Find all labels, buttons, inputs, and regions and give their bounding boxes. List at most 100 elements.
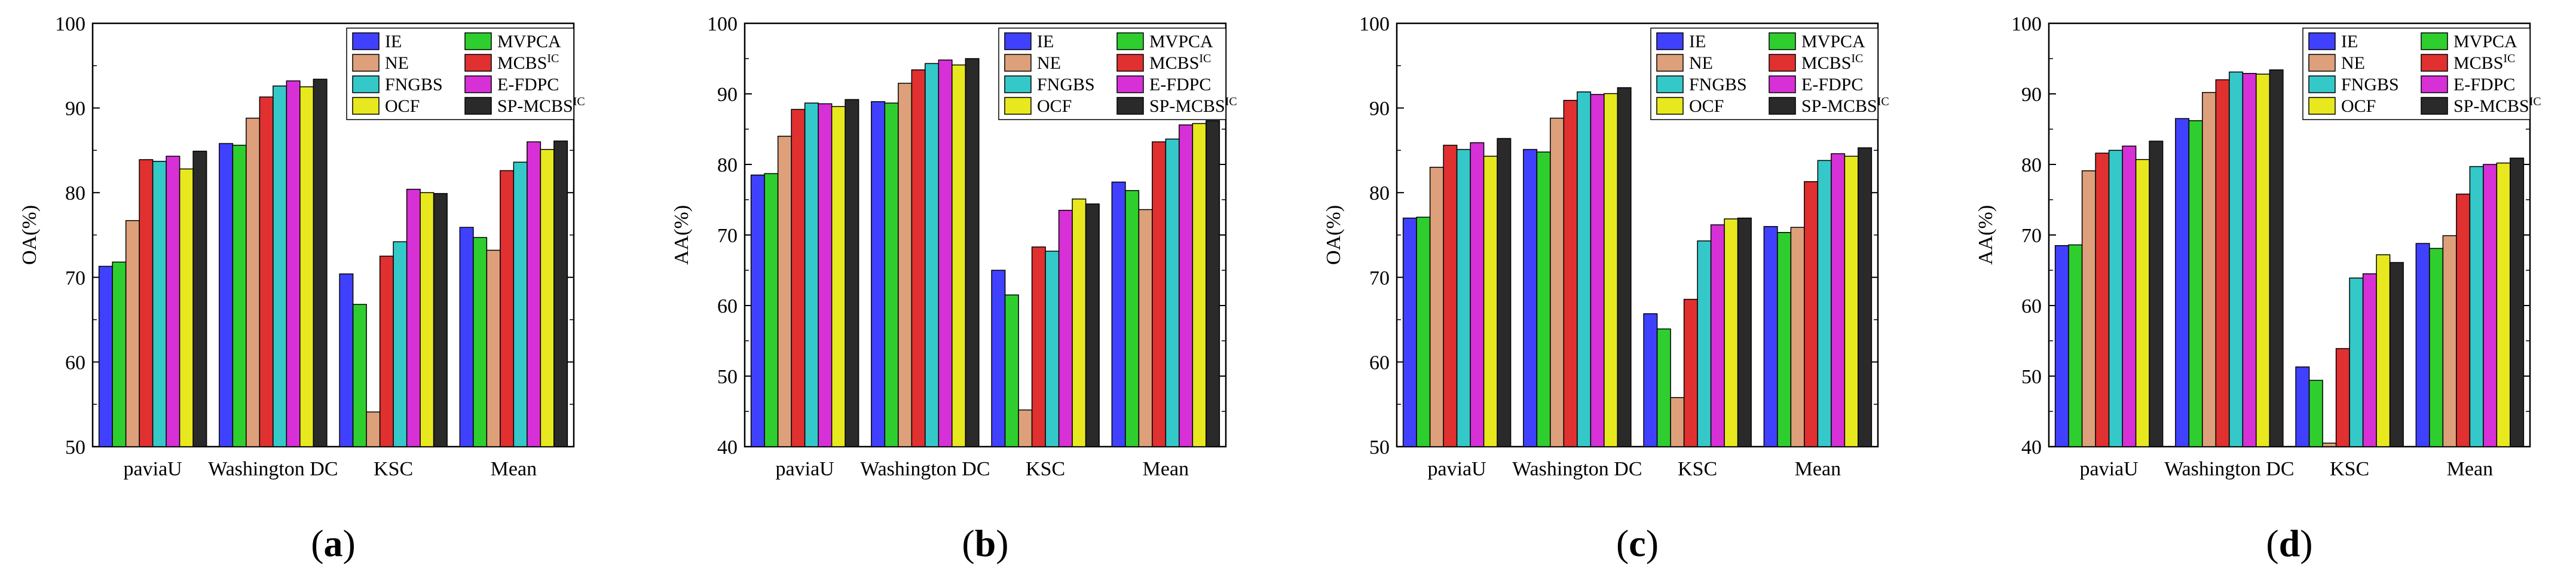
y-tick-label: 90 — [65, 98, 85, 120]
bar-mvpca-paviau — [764, 173, 779, 447]
y-tick-label: 50 — [1369, 436, 1390, 459]
legend-label-superscript: IC — [1851, 52, 1863, 65]
bar-ne-washington-dc — [898, 83, 913, 447]
y-tick-label: 60 — [2021, 295, 2042, 317]
y-tick-label: 100 — [2011, 13, 2042, 35]
bar-sp-mcbs-paviau — [845, 99, 859, 447]
bar-ocf-paviau — [179, 168, 194, 447]
legend-swatch — [1004, 54, 1032, 72]
legend-swatch — [1116, 54, 1144, 72]
bar-mvpca-washington-dc — [2188, 120, 2203, 447]
bar-e-fdpc-paviau — [166, 155, 180, 447]
legend-label: FNGBS — [2341, 75, 2399, 94]
bar-ocf-mean — [1844, 155, 1859, 447]
y-tick-label: 80 — [717, 154, 738, 176]
bar-mcbs-washington-dc — [259, 96, 274, 447]
x-tick-label: KSC — [2330, 458, 2369, 480]
bar-mcbs-mean — [500, 170, 515, 447]
legend-label: IE — [1037, 32, 1054, 51]
bar-ocf-washington-dc — [952, 64, 966, 447]
legend-label: E-FDPC — [1149, 75, 1211, 94]
x-tick-label: paviaU — [2080, 458, 2138, 480]
bar-ocf-ksc — [1072, 199, 1087, 447]
bar-mvpca-mean — [473, 237, 488, 447]
bar-ne-mean — [1138, 209, 1153, 447]
bar-mvpca-washington-dc — [232, 145, 247, 447]
legend-swatch — [1004, 75, 1032, 93]
legend-label-superscript: IC — [2529, 95, 2541, 108]
panel-label-letter: b — [975, 522, 996, 564]
legend-swatch — [464, 54, 492, 72]
legend-swatch — [352, 32, 380, 50]
bar-e-fdpc-mean — [527, 141, 541, 447]
legend-label: E-FDPC — [497, 75, 559, 94]
bar-ie-paviau — [750, 174, 765, 447]
legend-label: NE — [1037, 53, 1061, 73]
bar-sp-mcbs-mean — [1206, 120, 1220, 447]
bar-mcbs-ksc — [2335, 348, 2350, 447]
bar-ocf-washington-dc — [299, 86, 314, 447]
y-tick-label: 50 — [2021, 366, 2042, 388]
y-tick-label: 40 — [2021, 436, 2042, 459]
bar-e-fdpc-ksc — [406, 188, 421, 447]
bar-fngbs-washington-dc — [273, 86, 287, 447]
bar-sp-mcbs-washington-dc — [2269, 69, 2284, 447]
legend-box — [346, 28, 574, 120]
bar-sp-mcbs-paviau — [192, 151, 207, 447]
bar-ie-paviau — [98, 265, 113, 447]
bar-fngbs-paviau — [804, 102, 819, 447]
bar-ie-paviau — [2054, 245, 2069, 447]
bar-sp-mcbs-ksc — [1737, 217, 1752, 447]
y-tick-label: 80 — [2021, 154, 2042, 176]
bar-ne-ksc — [1018, 409, 1033, 447]
legend-label: FNGBS — [1037, 75, 1095, 94]
legend-swatch — [464, 75, 492, 93]
legend-label: MVPCA — [1149, 32, 1213, 51]
legend-label-superscript: IC — [573, 95, 585, 108]
x-tick-label: paviaU — [124, 458, 182, 480]
bar-ne-ksc — [1670, 397, 1685, 447]
bar-sp-mcbs-washington-dc — [1617, 87, 1632, 447]
panel-label-letter: a — [324, 522, 343, 564]
bar-ie-ksc — [1643, 313, 1658, 447]
legend-label-superscript: IC — [1199, 52, 1211, 65]
bar-sp-mcbs-ksc — [2389, 262, 2404, 447]
legend-label: MCBSIC — [1801, 52, 1863, 73]
bar-mcbs-mean — [1152, 141, 1167, 447]
bar-fngbs-mean — [1817, 160, 1832, 447]
chart-panel-d: 40 50 60 70 80 90 100 AA(%) paviaU Washington DC K… — [1975, 13, 2541, 564]
legend-swatch — [352, 54, 380, 72]
legend-swatch — [2308, 54, 2336, 72]
bar-ie-washington-dc — [1523, 149, 1538, 447]
legend-label: E-FDPC — [2453, 75, 2515, 94]
bar-mcbs-paviau — [1443, 145, 1458, 447]
y-tick-label: 90 — [2021, 84, 2042, 106]
legend-swatch — [1656, 54, 1684, 72]
legend-swatch — [1004, 32, 1032, 50]
legend-label-superscript: IC — [2503, 52, 2515, 65]
legend-swatch — [1769, 97, 1796, 115]
legend-label: SP-MCBSIC — [1801, 95, 1889, 116]
bar-ne-mean — [1790, 227, 1805, 447]
bar-sp-mcbs-ksc — [1085, 203, 1100, 447]
panel-label-letter: d — [2279, 522, 2300, 564]
y-tick-label: 50 — [717, 366, 738, 388]
bar-fngbs-paviau — [2108, 149, 2123, 447]
bar-mvpca-paviau — [2068, 244, 2083, 447]
bar-sp-mcbs-mean — [1858, 147, 1873, 447]
bar-ocf-mean — [2496, 162, 2511, 447]
legend-swatch — [352, 75, 380, 93]
x-tick-label: Mean — [2447, 458, 2493, 480]
bar-mvpca-ksc — [352, 304, 367, 447]
legend-label: SP-MCBSIC — [497, 95, 585, 116]
x-tick-label: KSC — [1678, 458, 1717, 480]
panel-label-letter: c — [1629, 522, 1645, 564]
y-tick-label: 60 — [65, 352, 85, 374]
legend-swatch — [1769, 32, 1796, 50]
y-axis-title: OA(%) — [1323, 205, 1345, 265]
y-axis-title: AA(%) — [671, 205, 693, 265]
legend-label: NE — [385, 53, 409, 73]
y-axis-title: AA(%) — [1975, 205, 1997, 265]
legend-swatch — [1004, 97, 1032, 115]
